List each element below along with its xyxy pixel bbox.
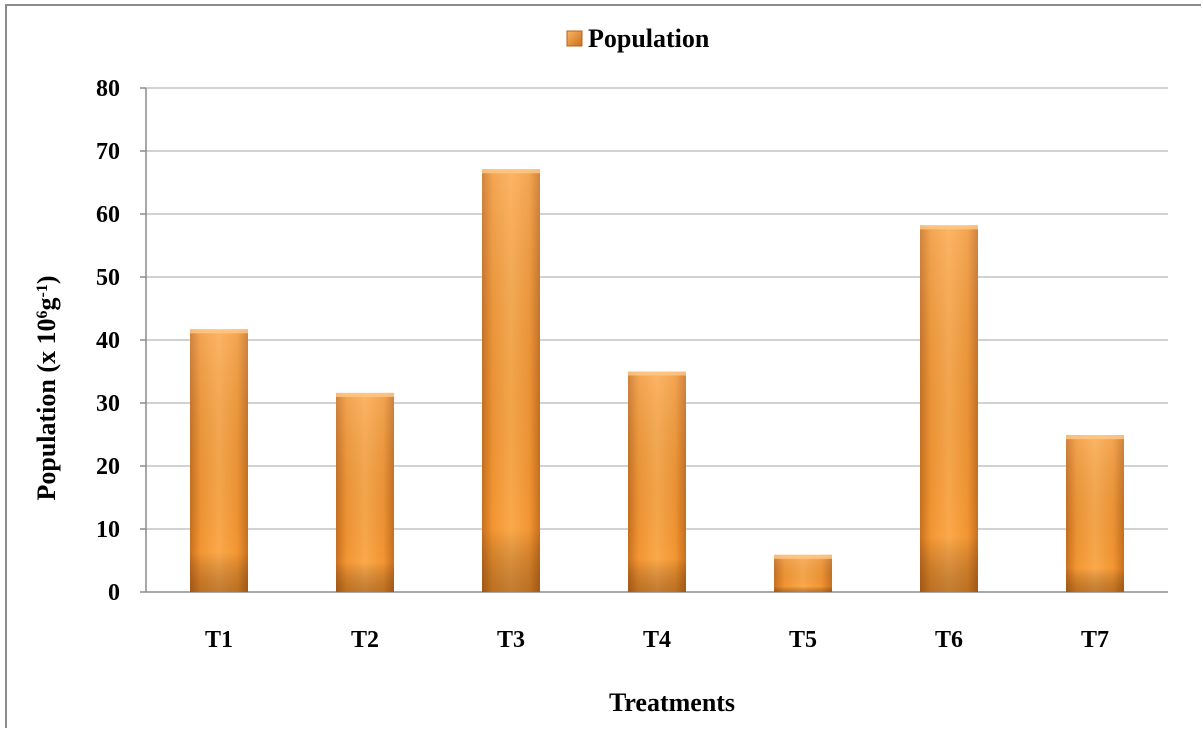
bar-highlight [628,371,686,376]
x-tick-label-t4: T4 [643,627,671,653]
y-axis-title-main: Population (x 10 [32,318,61,500]
y-axis-title: Population (x 106g-1) [32,275,61,500]
y-tick-label: 50 [96,265,120,291]
bar-highlight [920,225,978,230]
y-tick-label: 70 [96,139,120,165]
bar-shade [774,554,832,592]
bar-shade [482,169,540,592]
x-tick-label-t1: T1 [205,627,233,653]
x-axis-title: Treatments [609,688,735,717]
bar-t4 [628,371,686,592]
bar-highlight [336,392,394,397]
bars [190,169,1124,592]
legend-swatch [566,30,583,47]
bar-t3 [482,169,540,592]
bar-shade [628,371,686,592]
legend: Population [566,24,710,53]
legend-label-population: Population [588,24,710,53]
bar-t7 [1066,435,1124,592]
bar-shade [1066,435,1124,592]
x-tick-labels: T1 T2 T3 T4 T5 T6 T7 [205,627,1109,653]
bar-shade [336,392,394,592]
y-axis-title-g: g [32,297,61,310]
chart-frame [5,4,1201,728]
y-axis-title-sup1: 6 [34,310,51,318]
y-axis-title-end: ) [32,275,61,284]
x-tick-label-t7: T7 [1081,627,1109,653]
y-tick-label: 80 [96,76,120,102]
y-tick-labels: 0 10 20 30 40 50 60 70 80 [96,76,146,606]
y-tick-label: 30 [96,391,120,417]
y-tick-label: 60 [96,202,120,228]
bar-highlight [774,554,832,559]
y-axis-title-sup2: -1 [34,284,51,297]
x-tick-label-t2: T2 [351,627,379,653]
bar-highlight [1066,435,1124,440]
y-tick-label: 20 [96,454,120,480]
bar-shade [920,225,978,592]
bar-shade [190,329,248,592]
y-tick-label: 0 [108,580,120,606]
x-tick-label-t6: T6 [935,627,963,653]
bar-t5 [774,554,832,592]
bar-highlight [482,169,540,174]
y-tick-label: 10 [96,517,120,543]
bar-t6 [920,225,978,592]
bar-t2 [336,392,394,592]
bar-highlight [190,329,248,334]
y-tick-label: 40 [96,328,120,354]
x-tick-label-t5: T5 [789,627,817,653]
bar-t1 [190,329,248,592]
x-tick-label-t3: T3 [497,627,525,653]
